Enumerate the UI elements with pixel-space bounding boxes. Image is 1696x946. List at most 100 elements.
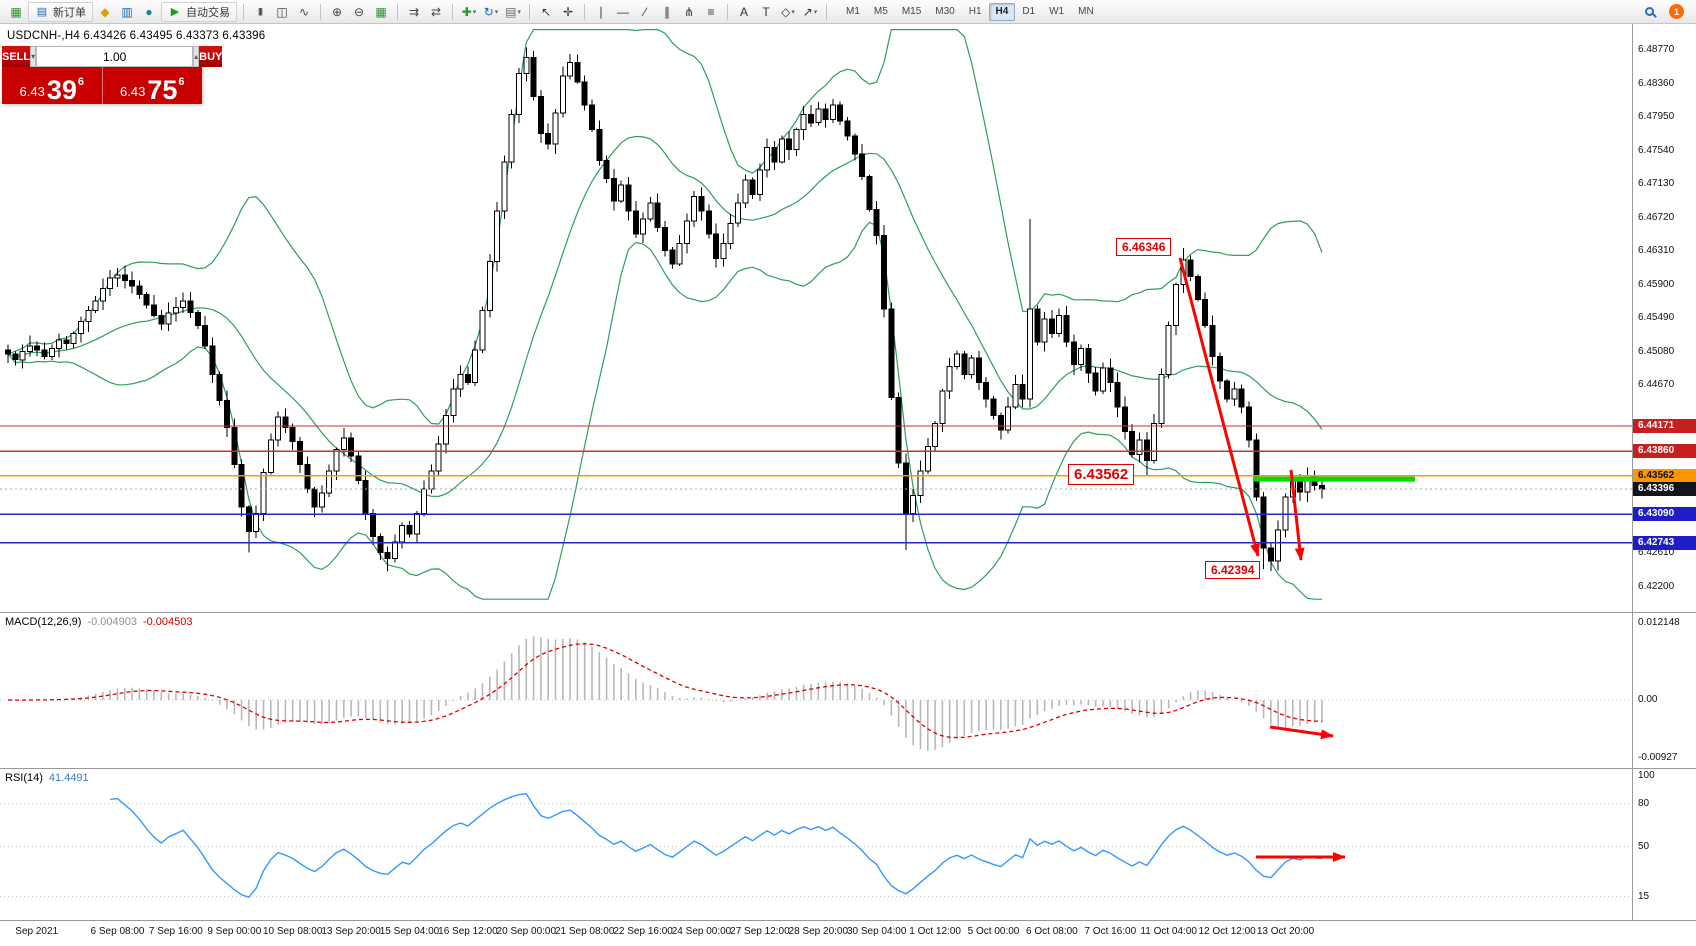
- new-object-icon[interactable]: ✚ ▾: [461, 4, 477, 19]
- label-icon[interactable]: T: [762, 4, 770, 19]
- trend-arrow[interactable]: [1178, 257, 1260, 557]
- trend-arrow[interactable]: [1289, 469, 1305, 561]
- rsi-value: 41.4491: [48, 772, 89, 784]
- price-annotation[interactable]: 6.42394: [1205, 561, 1261, 580]
- price-scale-label: 6.47540: [1638, 144, 1675, 156]
- buy-price-pips: 75: [147, 74, 178, 105]
- timeframe-button-mn[interactable]: MN: [1078, 6, 1094, 17]
- price-scale[interactable]: 6.48770 6.48360 6.47950 6.47540 6.47130 6.467…: [1632, 24, 1696, 920]
- trendline-icon[interactable]: ∕: [643, 4, 646, 19]
- arrows-icon[interactable]: ↗ ▾: [802, 4, 818, 19]
- cursor-icon[interactable]: ↖: [540, 4, 552, 19]
- macd-pane-separator[interactable]: [0, 612, 1696, 613]
- rsi-pane-separator[interactable]: [0, 768, 1696, 769]
- volume-decrease-button[interactable]: ▾: [30, 46, 37, 67]
- timeframe-button-m5[interactable]: M5: [873, 6, 888, 17]
- macd-scale-label: 0.012148: [1638, 617, 1680, 628]
- chart-shift-icon[interactable]: ⇄: [430, 4, 442, 19]
- data-window-icon[interactable]: ●: [145, 4, 153, 19]
- search-icon[interactable]: [1639, 2, 1659, 22]
- buy-price-display[interactable]: 6.43 75 6: [101, 67, 203, 105]
- price-scale-label: 6.45900: [1638, 278, 1675, 290]
- candlestick-chart-icon[interactable]: ◫: [276, 4, 288, 19]
- price-annotation[interactable]: 6.46346: [1116, 238, 1172, 257]
- volume-increase-button[interactable]: ▴: [193, 46, 200, 67]
- zoom-out-icon[interactable]: ⊖: [353, 4, 365, 19]
- timeframe-button-h4[interactable]: H4: [988, 2, 1016, 21]
- zoom-in-icon[interactable]: ⊕: [331, 4, 343, 19]
- timeframe-button-m15[interactable]: M15: [901, 6, 922, 17]
- time-axis[interactable]: Sep 2021 6 Sep 08:00 7 Sep 16:00 9 Sep 00:0…: [0, 921, 1632, 946]
- macd-name: MACD(12,26,9): [5, 616, 82, 628]
- main-chart-canvas[interactable]: [0, 0, 1632, 946]
- price-scale-label: 6.47950: [1638, 111, 1675, 123]
- notification-badge[interactable]: 1: [1669, 4, 1684, 19]
- sell-button[interactable]: SELL: [2, 46, 31, 67]
- time-axis-label: 15 Sep 04:00: [379, 926, 440, 937]
- fibonacci-icon[interactable]: ≡: [707, 4, 715, 19]
- price-scale-label: 6.44670: [1638, 379, 1675, 391]
- candlesticks: [5, 56, 1325, 562]
- bar-chart-icon[interactable]: |||: [258, 7, 263, 16]
- time-axis-label: 13 Sep 20:00: [321, 926, 381, 937]
- candle-wicks: [7, 47, 1323, 572]
- time-axis-label: 11 Oct 04:00: [1140, 926, 1197, 937]
- shapes-icon[interactable]: ◇ ▾: [781, 4, 795, 19]
- sell-price-display[interactable]: 6.43 39 6: [2, 67, 102, 104]
- price-badge-red: 6.43860: [1633, 444, 1696, 459]
- horizontal-line-icon[interactable]: ―: [617, 4, 629, 19]
- price-annotation[interactable]: 6.43562: [1068, 463, 1135, 485]
- chevron-down-icon: ▾: [517, 8, 521, 16]
- price-scale-label: 6.45490: [1638, 312, 1675, 324]
- rsi-scale-label: 100: [1638, 770, 1655, 781]
- sell-price-point: 6: [77, 76, 84, 88]
- volume-input[interactable]: [36, 46, 194, 67]
- trend-arrows: [1178, 257, 1346, 862]
- chart-templates-icon[interactable]: ◆: [100, 4, 110, 19]
- crosshair-icon[interactable]: ✛: [562, 4, 574, 19]
- auto-trading-button-label: 自动交易: [186, 6, 230, 19]
- price-badge-red: 6.44171: [1633, 418, 1696, 433]
- new-order-button[interactable]: ▤ 新订单: [28, 1, 93, 22]
- price-scale-label: 6.48360: [1638, 77, 1675, 89]
- time-axis-label: 6 Oct 08:00: [1026, 926, 1078, 937]
- price-scale-label: 6.42200: [1638, 580, 1675, 592]
- time-axis-label: 13 Oct 20:00: [1256, 926, 1315, 937]
- new-chart-icon[interactable]: ▦: [10, 4, 22, 19]
- macd-scale-label: -0.00927: [1638, 752, 1678, 763]
- buy-button[interactable]: BUY: [199, 46, 223, 67]
- price-scale-label: 6.42610: [1638, 547, 1675, 559]
- vertical-line-icon[interactable]: ∣: [598, 4, 604, 19]
- auto-scroll-icon[interactable]: ⇉: [408, 4, 420, 19]
- time-axis-label: 24 Sep 00:00: [671, 926, 732, 937]
- text-icon[interactable]: A: [739, 4, 748, 19]
- chevron-down-icon: ▾: [494, 8, 499, 16]
- horizontal-lines: [0, 425, 1632, 544]
- trend-arrow[interactable]: [1269, 725, 1334, 740]
- macd-signal-value: -0.004503: [142, 616, 193, 628]
- tile-windows-icon[interactable]: ▦: [375, 4, 387, 19]
- andrews-pitchfork-icon[interactable]: ⋔: [683, 4, 695, 19]
- timeframe-button-w1[interactable]: W1: [1049, 6, 1065, 17]
- price-scale-label: 6.45080: [1638, 345, 1675, 357]
- macd-label: MACD(12,26,9) -0.004903 -0.004503: [5, 616, 193, 628]
- macd-histogram: [14, 636, 1323, 751]
- profiles-icon[interactable]: ▥: [121, 4, 133, 19]
- buy-price-base: 6.43: [120, 84, 146, 99]
- time-axis-label: 1 Oct 12:00: [909, 926, 961, 937]
- rsi-label: RSI(14) 41.4491: [5, 772, 89, 784]
- timeframe-button-h1[interactable]: H1: [968, 6, 982, 17]
- chart-title: USDCNH-,H4 6.43426 6.43495 6.43373 6.433…: [7, 30, 266, 42]
- magnifier-glyph: [1644, 7, 1654, 16]
- line-chart-icon[interactable]: ∿: [298, 4, 310, 19]
- timeframe-group: M1 M5 M15 M30 H1 H4 D1 W1 MN: [839, 2, 1101, 21]
- rsi-name: RSI(14): [5, 772, 43, 784]
- time-axis-label: 20 Sep 00:00: [496, 926, 557, 937]
- timeframe-button-d1[interactable]: D1: [1022, 6, 1036, 17]
- timeframe-button-m1[interactable]: M1: [846, 6, 860, 17]
- equidistant-channel-icon[interactable]: ∥: [664, 4, 670, 19]
- period-refresh-icon[interactable]: ↻ ▾: [483, 4, 499, 19]
- timeframe-button-m30[interactable]: M30: [935, 6, 955, 17]
- auto-trading-button[interactable]: ▶ 自动交易: [161, 1, 237, 22]
- news-calendar-icon[interactable]: ▤ ▾: [505, 4, 521, 19]
